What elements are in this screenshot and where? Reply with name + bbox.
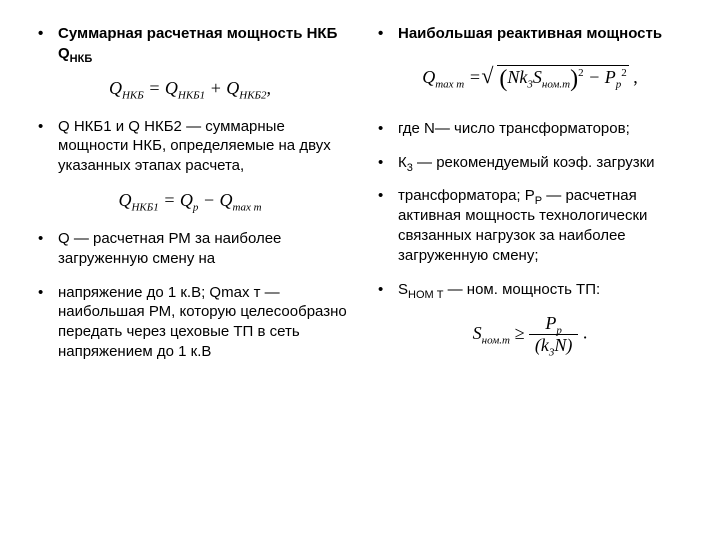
left-bullet-list-2: Q НКБ1 и Q НКБ2 — суммарные мощности НКБ…: [30, 117, 350, 176]
right-b3-text: трансформатора; PР — расчетная активная …: [398, 187, 647, 263]
left-p3-text: напряжение до 1 к.В; Qmax т — наибольшая…: [58, 284, 347, 360]
left-bullet-list: Суммарная расчетная мощность НКБ QНКБ: [30, 24, 350, 64]
formula-snom: Sном.т ≥ Pр(k3N) .: [370, 313, 690, 356]
sqrt-left: Nk3Sном.т: [507, 67, 570, 87]
left-p1-text: Q НКБ1 и Q НКБ2 — суммарные мощности НКБ…: [58, 118, 331, 175]
right-column: Наибольшая реактивная мощность Qmax т = …: [360, 24, 690, 516]
right-title-text: Наибольшая реактивная мощность: [398, 25, 662, 42]
sqrt-right: Pр: [605, 67, 622, 87]
right-b4-text: SНОМ Т — ном. мощность ТП:: [398, 281, 600, 298]
left-column: Суммарная расчетная мощность НКБ QНКБ QН…: [30, 24, 360, 516]
formula-snom-lhs: Sном.т ≥: [473, 323, 529, 343]
right-b4: SНОМ Т — ном. мощность ТП:: [370, 280, 690, 300]
right-b3: трансформатора; PР — расчетная активная …: [370, 186, 690, 265]
right-b2: К3 — рекомендуемый коэф. загрузки: [370, 153, 690, 173]
left-p3: напряжение до 1 к.В; Qmax т — наибольшая…: [30, 283, 350, 362]
slide: Суммарная расчетная мощность НКБ QНКБ QН…: [0, 0, 720, 540]
left-bullet-list-3: Q — расчетная РМ за наиболее загруженную…: [30, 229, 350, 362]
formula-qmax: Qmax т = (Nk3Sном.т)2 − Pр2 ,: [370, 66, 690, 93]
formula-qnkb-sum-text: QНКБ = QНКБ1 + QНКБ2,: [109, 78, 271, 98]
right-b2-text: К3 — рекомендуемый коэф. загрузки: [398, 154, 655, 171]
left-title: Суммарная расчетная мощность НКБ QНКБ: [30, 24, 350, 64]
left-title-sub: НКБ: [70, 53, 93, 65]
right-bullet-list-2: где N— число трансформаторов; К3 — реком…: [370, 119, 690, 300]
formula-qnkb-sum: QНКБ = QНКБ1 + QНКБ2,: [30, 78, 350, 99]
left-p1: Q НКБ1 и Q НКБ2 — суммарные мощности НКБ…: [30, 117, 350, 176]
sqrt-inner: (Nk3Sном.т)2 − Pр2: [497, 65, 628, 87]
right-b1: где N— число трансформаторов;: [370, 119, 690, 139]
fraction-num: Pр: [529, 313, 578, 335]
right-b1-text: где N— число трансформаторов;: [398, 120, 630, 137]
formula-qnkb1-text: QНКБ1 = Qр − Qmax т: [118, 190, 261, 210]
left-p2-text: Q — расчетная РМ за наиболее загруженную…: [58, 230, 281, 267]
formula-qmax-lhs: Qmax т =: [422, 67, 485, 87]
right-bullet-list: Наибольшая реактивная мощность: [370, 24, 690, 44]
sqrt-expression: (Nk3Sном.т)2 − Pр2: [485, 66, 628, 93]
right-title: Наибольшая реактивная мощность: [370, 24, 690, 44]
formula-qnkb1: QНКБ1 = Qр − Qmax т: [30, 190, 350, 211]
fraction-den: (k3N): [529, 335, 578, 356]
left-title-text: Суммарная расчетная мощность НКБ Q: [58, 25, 337, 62]
left-p2: Q — расчетная РМ за наиболее загруженную…: [30, 229, 350, 269]
fraction: Pр(k3N): [529, 313, 578, 356]
